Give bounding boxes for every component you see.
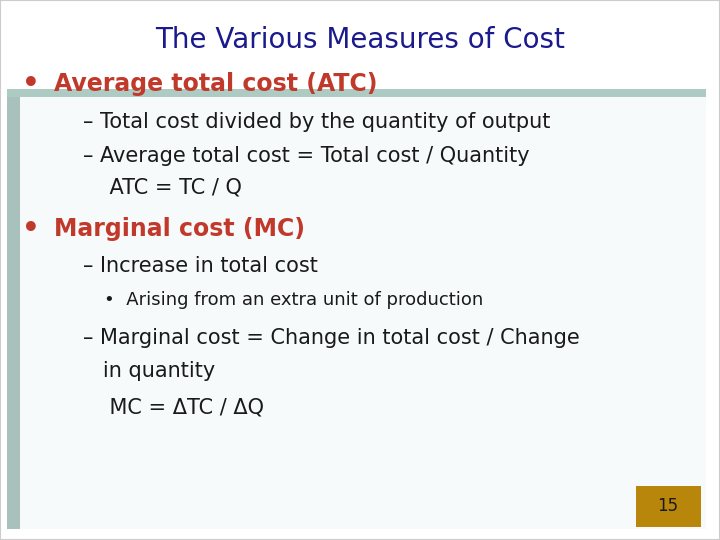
Text: – Marginal cost = Change in total cost / Change: – Marginal cost = Change in total cost /… [83, 327, 580, 348]
Text: ATC = TC / Q: ATC = TC / Q [83, 178, 242, 198]
Text: – Average total cost = Total cost / Quantity: – Average total cost = Total cost / Quan… [83, 145, 529, 166]
Text: in quantity: in quantity [83, 361, 215, 381]
Text: – Total cost divided by the quantity of output: – Total cost divided by the quantity of … [83, 111, 550, 132]
Text: •: • [22, 70, 40, 98]
Text: •: • [22, 215, 40, 243]
Text: MC = ΔTC / ΔQ: MC = ΔTC / ΔQ [83, 397, 264, 418]
FancyBboxPatch shape [7, 97, 20, 529]
Text: 15: 15 [657, 497, 679, 515]
Text: – Increase in total cost: – Increase in total cost [83, 256, 318, 276]
FancyBboxPatch shape [636, 486, 701, 526]
Text: Marginal cost (MC): Marginal cost (MC) [54, 217, 305, 241]
Text: Average total cost (ATC): Average total cost (ATC) [54, 72, 377, 96]
FancyBboxPatch shape [7, 89, 706, 97]
Text: •  Arising from an extra unit of production: • Arising from an extra unit of producti… [104, 291, 484, 309]
Text: The Various Measures of Cost: The Various Measures of Cost [155, 26, 565, 55]
FancyBboxPatch shape [7, 97, 706, 529]
